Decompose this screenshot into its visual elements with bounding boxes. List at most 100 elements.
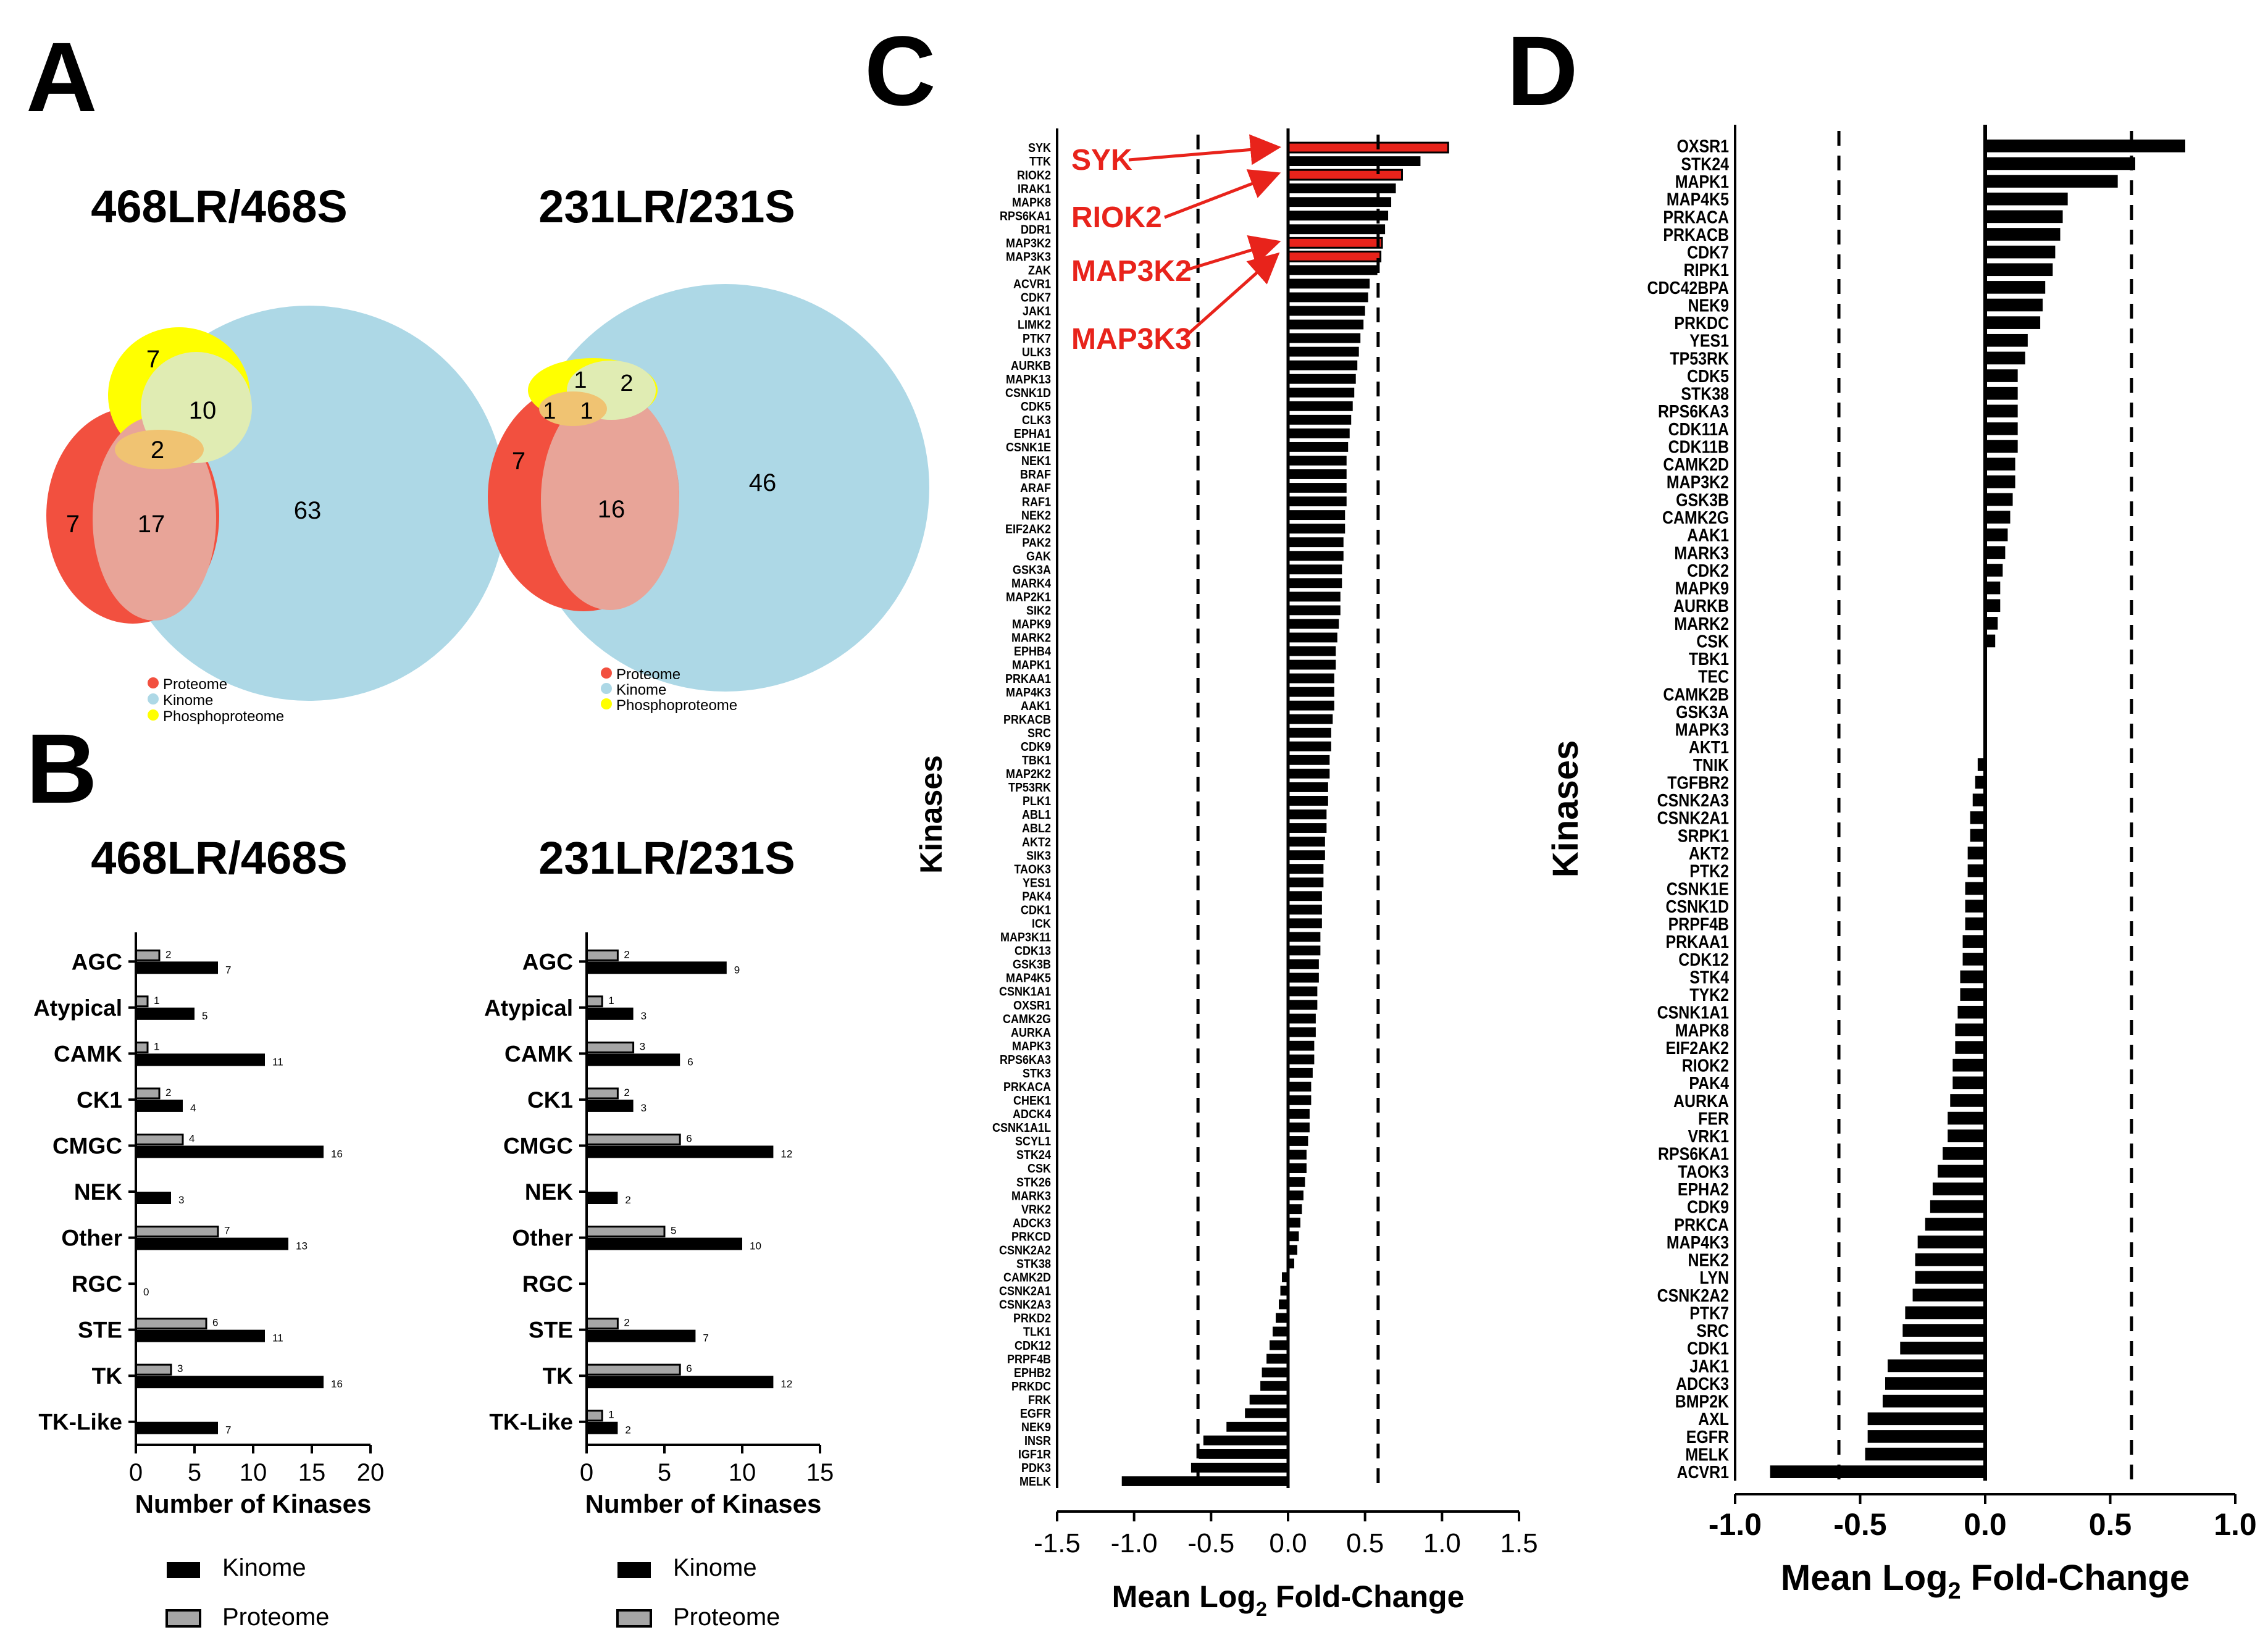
bar-mapk1 — [1288, 659, 1336, 670]
kinase-label-csnk1a1: CSNK1A1 — [1657, 1003, 1729, 1022]
kinase-label-eif2ak2: EIF2AK2 — [1005, 523, 1051, 537]
kinase-label-csnk1e: CSNK1E — [1667, 879, 1729, 899]
kinase-label-map4k3: MAP4K3 — [1006, 686, 1051, 700]
bar-prkaca — [1288, 1081, 1312, 1092]
kinase-label-cdc42bpa: CDC42BPA — [1647, 278, 1729, 298]
bar-kinome-atypical — [587, 1007, 634, 1020]
kinase-label-plk1: PLK1 — [1023, 795, 1051, 808]
kinase-label-mark4: MARK4 — [1011, 577, 1051, 591]
bar-mark3 — [1288, 1190, 1303, 1201]
legend-swatch-phospho — [148, 709, 159, 721]
bar-araf — [1288, 483, 1347, 493]
kinase-label-akt2: AKT2 — [1022, 835, 1051, 849]
kinase-label-cdk2: CDK2 — [1687, 561, 1729, 580]
bar-kinome-ck1 — [136, 1099, 183, 1112]
bar-stk38 — [1288, 1258, 1294, 1269]
kinase-label-camk2g: CAMK2G — [1003, 1013, 1051, 1026]
data-label-proteome: 1 — [154, 995, 159, 1006]
category-label-rgc: RGC — [522, 1271, 573, 1297]
chart-c: SYKTTKRIOK2IRAK1MAPK8RPS6KA1DDR1MAP3K2MA… — [914, 128, 1538, 1620]
kinase-label-stk38: STK38 — [1016, 1258, 1051, 1271]
kinase-label-csnk2a3: CSNK2A3 — [999, 1298, 1051, 1312]
bar-tp53rk — [1288, 782, 1328, 792]
kinase-label-vrk1: VRK1 — [1688, 1126, 1729, 1146]
bar-pak4 — [1288, 891, 1322, 901]
kinase-label-map3k2: MAP3K2 — [1006, 237, 1051, 251]
kinase-label-csnk2a2: CSNK2A2 — [999, 1244, 1051, 1258]
bar-kinome-other — [587, 1237, 742, 1250]
kinase-label-cdk12: CDK12 — [1015, 1339, 1051, 1353]
chart-b1-title: 468LR/468S — [91, 832, 348, 884]
kinase-label-aurkb: AURKB — [1673, 596, 1729, 616]
kinase-label-prkaca: PRKACA — [1663, 207, 1729, 227]
legend-swatch-proteome — [148, 677, 159, 688]
category-label-rgc: RGC — [72, 1271, 122, 1297]
bar-cdk12 — [1962, 953, 1985, 966]
kinase-label-riok2: RIOK2 — [1682, 1056, 1729, 1076]
x-tick-label: -0.5 — [1187, 1528, 1234, 1558]
category-label-cmgc: CMGC — [52, 1133, 122, 1158]
data-label-proteome: 2 — [165, 948, 171, 960]
kinase-label-ripk1: RIPK1 — [1684, 260, 1729, 280]
category-label-nek: NEK — [525, 1179, 573, 1205]
kinase-label-tyk2: TYK2 — [1689, 985, 1729, 1005]
bar-mapk3 — [1288, 1040, 1315, 1051]
venn-count-all-three: 1 — [580, 398, 593, 424]
category-label-ck1: CK1 — [77, 1087, 122, 1113]
kinase-label-cdk11a: CDK11A — [1668, 419, 1729, 439]
kinase-label-mark2: MARK2 — [1011, 632, 1051, 645]
bar-proteome-ck1 — [135, 1087, 161, 1100]
bar-zak — [1288, 265, 1378, 275]
kinase-label-camk2b: CAMK2B — [1663, 685, 1729, 705]
legend-swatch-kinome — [617, 1562, 651, 1578]
venn-overlap-all — [539, 391, 607, 426]
data-label-proteome: 6 — [212, 1317, 218, 1329]
bar-bmp2k — [1882, 1394, 1985, 1408]
kinase-label-map2k2: MAP2K2 — [1006, 767, 1051, 781]
legend-label-kinome: Kinome — [222, 1554, 306, 1581]
kinase-label-aurka: AURKA — [1011, 1026, 1051, 1040]
kinase-label-camk2d: CAMK2D — [1663, 454, 1729, 474]
x-tick-label: 10 — [240, 1459, 267, 1486]
bar-rps6ka3 — [1288, 1054, 1315, 1064]
kinase-label-stk3: STK3 — [1023, 1067, 1051, 1081]
x-axis-title: Mean Log2 Fold-Change — [1112, 1579, 1465, 1620]
kinase-label-prpf4b: PRPF4B — [1007, 1353, 1051, 1366]
chart-d: OXSR1STK24MAPK1MAP4K5PRKACAPRKACBCDK7RIP… — [1546, 125, 2257, 1604]
bar-cdk1 — [1288, 905, 1322, 915]
kinase-label-yes1: YES1 — [1689, 331, 1729, 351]
bar-camk2d — [1282, 1272, 1288, 1282]
kinase-label-map4k5: MAP4K5 — [1667, 190, 1729, 209]
kinase-label-csk: CSK — [1696, 632, 1729, 651]
venn-231: 231LR/231S 1 2 1 1 7 16 46 Proteome Kino… — [488, 181, 929, 714]
kinase-label-mapk9: MAPK9 — [1012, 618, 1051, 632]
bar-proteome-tk-like — [585, 1410, 603, 1422]
kinase-label-zak: ZAK — [1028, 264, 1051, 278]
bar-ptk7 — [1905, 1306, 1985, 1319]
bar-kinome-cmgc — [136, 1145, 324, 1158]
bar-tbk1 — [1288, 755, 1330, 765]
bar-gsk3b — [1985, 493, 2013, 506]
legend-label-phospho: Phosphoproteome — [616, 697, 737, 714]
data-label-proteome: 6 — [686, 1132, 692, 1144]
kinase-label-mapk8: MAPK8 — [1675, 1021, 1729, 1040]
bar-jak1 — [1288, 306, 1365, 316]
bar-tnik — [1977, 758, 1985, 771]
bar-cdk12 — [1270, 1340, 1288, 1350]
y-axis-title: Kinases — [914, 755, 948, 874]
kinase-label-tbk1: TBK1 — [1689, 649, 1729, 669]
kinase-label-cdk7: CDK7 — [1687, 243, 1729, 262]
bar-epha1 — [1288, 428, 1350, 438]
kinase-label-cdk12: CDK12 — [1678, 950, 1729, 969]
bar-kinome-other — [136, 1237, 288, 1250]
legend-label-kinome: Kinome — [616, 682, 666, 698]
data-label-kinome: 7 — [703, 1332, 708, 1344]
kinase-label-cdk11b: CDK11B — [1668, 437, 1729, 457]
kinase-label-pak2: PAK2 — [1022, 537, 1051, 550]
kinase-label-camk2g: CAMK2G — [1662, 508, 1729, 527]
bar-nek9 — [1226, 1421, 1288, 1432]
x-tick-label: 1.5 — [1500, 1528, 1538, 1558]
bar-proteome-agc — [585, 949, 619, 961]
